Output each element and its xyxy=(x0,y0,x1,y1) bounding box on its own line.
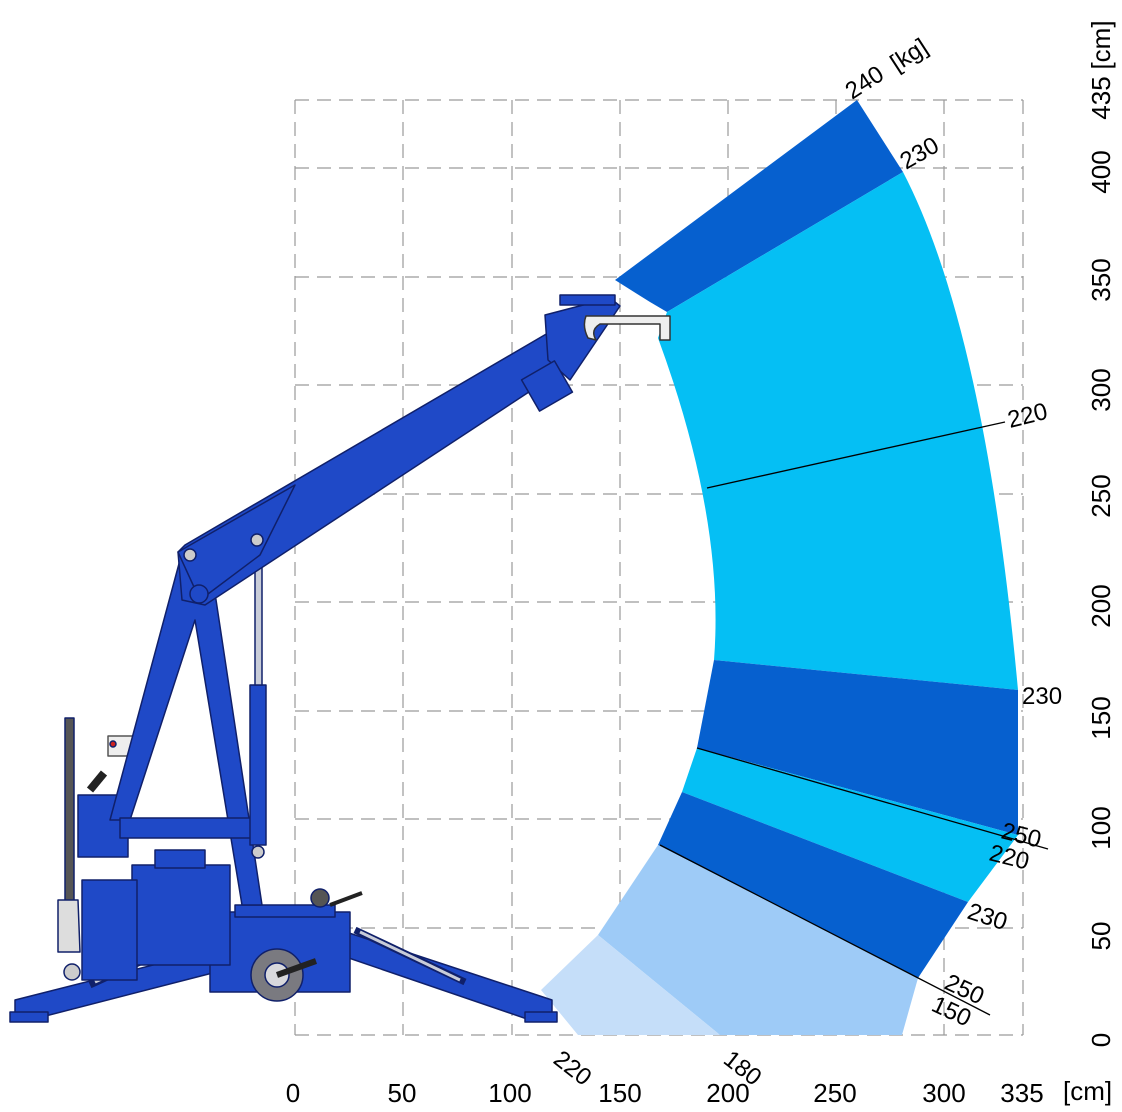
mini-crane xyxy=(9,294,671,1023)
load-220-right: 220 xyxy=(1005,398,1050,434)
foot-left xyxy=(9,1011,49,1023)
x-tick-0: 0 xyxy=(286,1078,300,1108)
y-tick-100: 100 xyxy=(1086,806,1116,849)
zone-180kg xyxy=(541,935,720,1035)
x-axis: 0 50 100 150 200 250 300 335 [cm] xyxy=(286,1076,1112,1108)
zone-240kg xyxy=(615,100,903,312)
hook xyxy=(583,315,671,341)
load-230-mid: 230 xyxy=(1022,683,1062,710)
y-tick-200: 200 xyxy=(1086,584,1116,627)
x-axis-unit: [cm] xyxy=(1063,1076,1112,1106)
load-230-top: 230 xyxy=(896,132,944,175)
engine xyxy=(131,864,231,966)
x-tick-150: 150 xyxy=(598,1078,641,1108)
x-tick-300: 300 xyxy=(922,1078,965,1108)
x-tick-200: 200 xyxy=(706,1078,749,1108)
mast-frame xyxy=(109,559,263,906)
y-tick-435: 435 xyxy=(1086,76,1116,119)
foot-right xyxy=(524,1011,558,1023)
load-220-bottom: 220 xyxy=(548,1045,596,1091)
x-tick-335: 335 xyxy=(1000,1078,1043,1108)
y-tick-150: 150 xyxy=(1086,696,1116,739)
zone-230kg-low xyxy=(658,792,968,978)
x-tick-250: 250 xyxy=(813,1078,856,1108)
y-tick-0: 0 xyxy=(1086,1033,1116,1047)
y-axis-unit: [cm] xyxy=(1086,20,1116,69)
zone-150kg xyxy=(598,845,918,1035)
x-tick-50: 50 xyxy=(388,1078,417,1108)
load-zones xyxy=(541,100,1049,1035)
y-axis: 0 50 100 150 200 250 300 350 400 435 [cm… xyxy=(1086,20,1116,1047)
y-tick-300: 300 xyxy=(1086,368,1116,411)
y-tick-350: 350 xyxy=(1086,258,1116,301)
zone-220kg-upper xyxy=(658,172,1018,690)
load-240: 240 xyxy=(841,61,889,105)
y-tick-50: 50 xyxy=(1086,922,1116,951)
zone-220kg-lower xyxy=(682,748,1018,902)
zone-230kg-mid xyxy=(697,660,1018,835)
y-tick-250: 250 xyxy=(1086,474,1116,517)
load-230-low: 230 xyxy=(964,898,1010,936)
x-tick-100: 100 xyxy=(488,1078,531,1108)
y-tick-400: 400 xyxy=(1086,150,1116,193)
load-unit-kg: [kg] xyxy=(886,33,933,77)
